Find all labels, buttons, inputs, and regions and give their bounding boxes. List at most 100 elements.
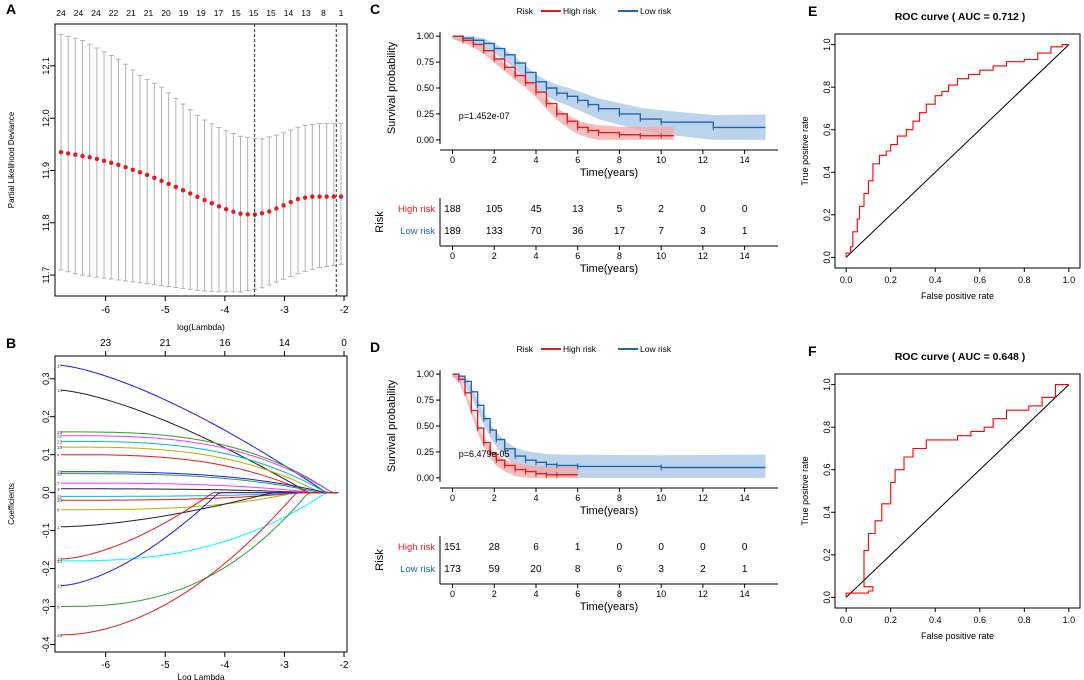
x-tick-label: 1.0: [1063, 275, 1076, 285]
top-tick-label: 20: [161, 8, 171, 18]
table-cell: 151: [444, 542, 461, 553]
coefficient-path: [60, 492, 339, 587]
cv-mean-point: [58, 149, 64, 155]
table-cell: 1: [742, 564, 748, 575]
cv-mean-point: [144, 172, 150, 178]
path-index-label: 23: [57, 584, 63, 589]
coefficient-path: [61, 488, 339, 494]
top-tick-label: 13: [301, 8, 311, 18]
table-cell: 0: [700, 542, 706, 553]
table-x-axis-label: Time(years): [580, 601, 638, 613]
confidence-band: [452, 36, 766, 140]
path-index-label: 18: [57, 633, 63, 638]
path-index-label: 10: [57, 472, 63, 477]
table-x-tick-label: 0: [450, 589, 455, 599]
path-index-label: 23: [57, 439, 63, 444]
table-cell: 36: [572, 226, 584, 237]
x-tick-label: -3: [280, 660, 289, 671]
path-index-label: 6: [57, 604, 60, 609]
top-tick-label: 14: [284, 8, 294, 18]
table-cell: 3: [700, 226, 706, 237]
table-cell: 7: [658, 226, 664, 237]
coefficient-path: [60, 389, 339, 494]
y-tick-label: 1.0: [822, 38, 832, 51]
x-tick-label: 2: [492, 493, 497, 503]
top-tick-label: 24: [56, 8, 66, 18]
table-x-tick-label: 8: [617, 589, 622, 599]
y-tick-label: -0.3: [41, 599, 51, 615]
x-tick-label: -5: [161, 305, 170, 316]
x-tick-label: 10: [656, 493, 666, 503]
table-row-name: Low risk: [400, 564, 435, 575]
x-tick-label: 4: [533, 155, 538, 165]
table-title: Risk: [374, 549, 386, 571]
roc-curve: [845, 44, 1069, 258]
panel-letter: C: [370, 1, 380, 17]
top-tick-label: 8: [321, 8, 326, 18]
y-tick-label: 1.0: [822, 378, 832, 391]
x-axis-label: Time(years): [580, 167, 638, 179]
path-index-label: 8: [57, 508, 60, 513]
table-cell: 5: [617, 204, 623, 215]
cv-mean-point: [288, 199, 293, 205]
confidence-band: [452, 374, 766, 478]
x-tick-label: 1.0: [1063, 615, 1076, 625]
cv-mean-point: [259, 211, 265, 216]
coefficient-path: [61, 431, 339, 494]
table-x-tick-label: 14: [740, 251, 750, 261]
y-tick-label: 0.8: [822, 81, 832, 94]
cv-mean-point: [223, 206, 229, 212]
coefficient-path: [61, 492, 339, 562]
coefficient-path: [61, 446, 339, 494]
table-row-name: High risk: [398, 542, 435, 553]
table-cell: 2: [658, 204, 664, 215]
x-tick-label: -3: [280, 305, 289, 316]
y-tick-label: 11.8: [41, 214, 51, 231]
plot-frame: [834, 373, 1081, 609]
top-tick-label: 15: [231, 8, 241, 18]
x-axis-label: log(Lambda): [177, 322, 225, 332]
cv-mean-point: [245, 212, 250, 217]
table-cell: 6: [533, 542, 539, 553]
y-tick-label: 1.00: [416, 31, 434, 41]
legend-title: Risk: [516, 6, 533, 16]
diagonal-reference: [845, 384, 1070, 598]
table-cell: 17: [614, 226, 626, 237]
table-cell: 45: [530, 204, 542, 215]
y-tick-label: 12.1: [41, 57, 51, 75]
path-index-label: 32: [57, 434, 63, 439]
y-tick-label: 1.00: [416, 369, 434, 379]
top-tick-label: 15: [249, 8, 259, 18]
legend-low-label: Low risk: [640, 344, 672, 354]
top-tick-label: 1: [339, 8, 344, 18]
panel-letter: B: [6, 335, 16, 351]
cv-mean-point: [281, 203, 286, 208]
cv-mean-point: [338, 194, 344, 199]
table-x-tick-label: 14: [740, 589, 750, 599]
cv-mean-point: [209, 201, 214, 206]
coefficient-path: [61, 492, 339, 607]
cv-mean-point: [324, 194, 329, 199]
legend-high-label: High risk: [563, 6, 597, 16]
cv-mean-point: [130, 167, 135, 172]
table-cell: 133: [486, 226, 503, 237]
top-tick-label: 24: [91, 8, 101, 18]
x-tick-label: 0.6: [974, 615, 987, 625]
y-axis-label: Partial Likelihood Deviance: [7, 111, 16, 208]
cv-mean-point: [310, 194, 315, 199]
table-row-name: High risk: [398, 204, 435, 215]
table-cell: 3: [658, 564, 664, 575]
y-tick-label: 0.6: [822, 463, 832, 476]
cv-mean-point: [173, 184, 179, 190]
table-cell: 0: [742, 204, 748, 215]
cv-mean-point: [202, 197, 207, 203]
coefficient-path: [61, 435, 339, 494]
table-cell: 20: [530, 564, 542, 575]
table-x-tick-label: 8: [617, 251, 622, 261]
y-tick-label: -0.1: [41, 523, 51, 539]
cv-mean-point: [274, 206, 279, 211]
table-cell: 28: [489, 542, 501, 553]
x-tick-label: 6: [575, 155, 580, 165]
